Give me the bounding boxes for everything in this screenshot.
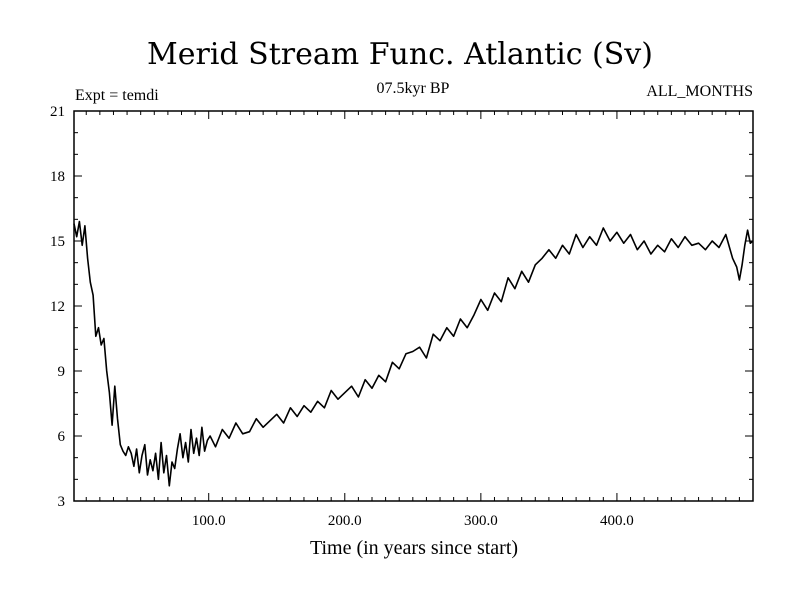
experiment-label: Expt = temdi — [75, 87, 159, 104]
chart-subtitle: 07.5kyr BP — [377, 80, 450, 97]
x-tick-label: 300.0 — [464, 513, 498, 529]
y-axis: 3 6 9 12 15 18 21 — [50, 104, 753, 510]
x-tick-label: 400.0 — [600, 513, 634, 529]
y-tick-label: 15 — [50, 234, 65, 250]
y-tick-label: 9 — [58, 364, 66, 380]
chart-title: Merid Stream Func. Atlantic (Sv) — [147, 37, 653, 72]
y-tick-label: 21 — [50, 104, 65, 120]
x-tick-label: 200.0 — [328, 513, 362, 529]
x-tick-label: 100.0 — [192, 513, 226, 529]
x-axis: 100.0 200.0 300.0 400.0 — [85, 111, 754, 529]
y-tick-label: 12 — [50, 299, 65, 315]
series-layer — [73, 220, 754, 487]
x-axis-label: Time (in years since start) — [310, 537, 518, 559]
y-tick-label: 18 — [50, 169, 65, 185]
series-line-amoc — [73, 220, 754, 487]
y-tick-label: 3 — [58, 494, 66, 510]
y-tick-label: 6 — [58, 429, 66, 445]
period-label: ALL_MONTHS — [646, 83, 753, 100]
plot-border — [73, 110, 754, 502]
plot-frame — [73, 110, 754, 502]
